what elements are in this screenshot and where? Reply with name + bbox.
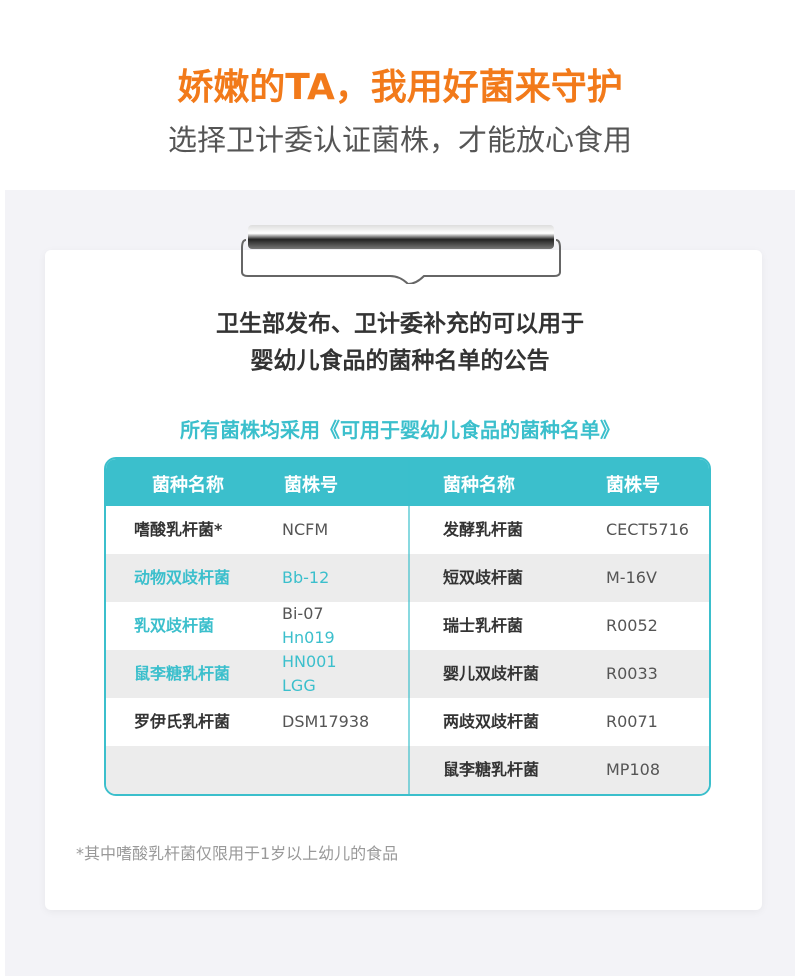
strain-code: NCFM	[282, 520, 329, 539]
strain-name: 罗伊氏乳杆菌	[134, 712, 231, 731]
header-name-left: 菌种名称	[152, 475, 224, 496]
strain-name: 两歧双歧杆菌	[443, 712, 540, 731]
main-title: 娇嫩的TA，我用好菌来守护	[177, 67, 623, 108]
table-row: 罗伊氏乳杆菌 DSM17938 两歧双歧杆菌 R0071	[106, 698, 709, 746]
header-code-right: 菌株号	[606, 475, 660, 496]
strain-code: Bb-12	[282, 568, 330, 587]
subtitle: 选择卫计委认证菌株，才能放心食用	[167, 123, 632, 157]
strain-name: 婴儿双歧杆菌	[443, 664, 540, 683]
strain-code: MP108	[606, 760, 660, 779]
strain-name: 发酵乳杆菌	[443, 520, 524, 539]
card-heading-line1: 卫生部发布、卫计委补充的可以用于	[216, 311, 584, 337]
strain-code: R0071	[606, 712, 658, 731]
column-divider	[408, 459, 410, 794]
table-row: 乳双歧杆菌 Bi-07 Hn019 瑞士乳杆菌 R0052	[106, 602, 709, 650]
table-row: 动物双歧杆菌 Bb-12 短双歧杆菌 M-16V	[106, 554, 709, 602]
strain-name: 短双歧杆菌	[443, 568, 524, 587]
card-heading-line2: 婴幼儿食品的菌种名单的公告	[250, 348, 550, 374]
strain-code: R0033	[606, 664, 658, 683]
strain-name: 鼠李糖乳杆菌	[443, 760, 540, 779]
strain-name: 嗜酸乳杆菌*	[134, 520, 223, 539]
strain-code: LGG	[282, 676, 316, 695]
strain-code: HN001	[282, 652, 337, 671]
header-code-left: 菌株号	[284, 475, 338, 496]
strain-code: R0052	[606, 616, 658, 635]
strain-code: Hn019	[282, 628, 335, 647]
strain-table: 菌种名称 菌株号 菌种名称 菌株号 嗜酸乳杆菌* NCFM 发酵乳杆菌 CECT571…	[104, 457, 711, 796]
table-header: 菌种名称 菌株号 菌种名称 菌株号	[106, 459, 709, 506]
strain-code: DSM17938	[282, 712, 370, 731]
strain-code: M-16V	[606, 568, 657, 587]
footnote: *其中嗜酸乳杆菌仅限用于1岁以上幼儿的食品	[76, 844, 399, 863]
header-name-right: 菌种名称	[443, 475, 515, 496]
clipboard-clip-icon	[241, 225, 561, 284]
strain-name: 乳双歧杆菌	[134, 616, 215, 635]
strain-name: 动物双歧杆菌	[134, 568, 231, 587]
strain-name: 鼠李糖乳杆菌	[134, 664, 231, 683]
strain-name: 瑞士乳杆菌	[443, 616, 524, 635]
strain-code: CECT5716	[606, 520, 689, 539]
table-row: 嗜酸乳杆菌* NCFM 发酵乳杆菌 CECT5716	[106, 506, 709, 554]
table-row: 鼠李糖乳杆菌 HN001 LGG 婴儿双歧杆菌 R0033	[106, 650, 709, 698]
table-row: 鼠李糖乳杆菌 MP108	[106, 746, 709, 794]
list-note: 所有菌株均采用《可用于婴幼儿食品的菌种名单》	[180, 418, 620, 442]
strain-code: Bi-07	[282, 604, 324, 623]
